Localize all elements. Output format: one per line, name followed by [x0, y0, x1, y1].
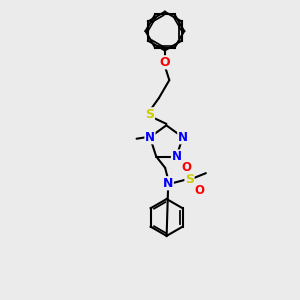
- Text: S: S: [185, 173, 194, 186]
- Text: O: O: [181, 161, 191, 174]
- Text: N: N: [163, 177, 173, 190]
- Text: N: N: [172, 150, 182, 163]
- Text: S: S: [146, 108, 154, 121]
- Text: N: N: [178, 131, 188, 144]
- Text: N: N: [145, 131, 155, 144]
- Text: O: O: [194, 184, 204, 196]
- Text: O: O: [160, 56, 170, 69]
